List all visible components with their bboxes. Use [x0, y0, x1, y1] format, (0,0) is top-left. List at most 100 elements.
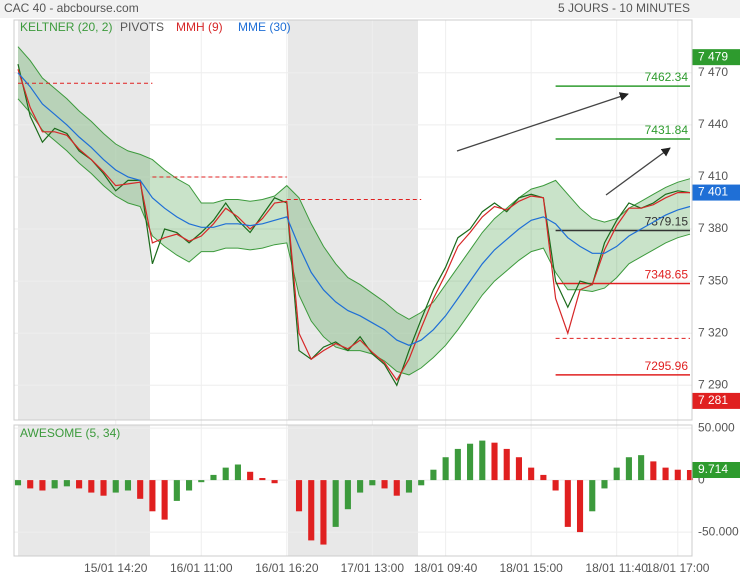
x-tick-label: 16/01 11:00: [170, 561, 233, 575]
last-value-label: 7 281: [698, 393, 728, 407]
ao-bar: [112, 480, 119, 493]
ao-bar: [124, 480, 132, 491]
ao-bar: [88, 480, 95, 493]
ao-bar: [601, 480, 608, 489]
ao-bar: [625, 457, 632, 481]
ao-bar: [576, 480, 584, 533]
ao-bar: [234, 464, 241, 481]
series-line: [17, 69, 690, 382]
ao-bar: [247, 471, 254, 481]
plot: 15/01 14:20 16/01 11:00 16/01 16:20 17/01 1…: [14, 20, 740, 575]
ao-bar: [357, 480, 364, 493]
keltner-band: [18, 46, 690, 375]
osc-title: AWESOME (5, 34): [20, 426, 120, 440]
last-value-label: 7 401: [698, 185, 728, 199]
ao-bar: [467, 443, 474, 481]
ao-bar: [27, 480, 34, 489]
x-tick-label: 18/01 09:40: [414, 561, 478, 575]
ao-bar: [295, 480, 303, 512]
last-value-box: [692, 184, 740, 201]
last-value-label: 9.714: [698, 462, 728, 476]
y-tick-label: -50.000: [698, 524, 739, 538]
ao-bar: [528, 467, 535, 481]
header-bar: [0, 0, 740, 18]
y-tick-label: 7 320: [698, 325, 728, 339]
y-tick-label: 50.000: [698, 420, 735, 434]
ao-bar: [100, 480, 107, 496]
ao-bar: [222, 467, 229, 481]
ao-bar: [149, 480, 156, 512]
legend-entry: MMH (9): [176, 20, 223, 34]
ao-bar: [589, 480, 596, 512]
ao-bar: [161, 480, 168, 520]
ao-bar: [14, 480, 22, 486]
ao-bar: [210, 474, 217, 481]
price-line: [17, 63, 691, 387]
ao-bar: [454, 448, 461, 481]
ao-bar: [503, 448, 510, 481]
ao-bar: [332, 480, 339, 527]
ao-bar: [650, 461, 657, 481]
last-value-box: [692, 462, 740, 479]
legend-entry: PIVOTS: [120, 20, 164, 34]
y-tick-label: 7 410: [698, 169, 728, 183]
ao-bar: [308, 480, 315, 541]
last-value-box: [692, 392, 740, 409]
x-tick-label: 18/01 11:40: [585, 561, 648, 575]
y-tick-label: 7 380: [698, 221, 728, 235]
chart-title: CAC 40 - abcbourse.com: [4, 1, 139, 15]
ao-bar: [173, 480, 180, 501]
ao-bar: [137, 480, 144, 499]
pivot-label: 7462.34: [645, 70, 689, 84]
series-line: [17, 72, 691, 346]
ao-bar: [613, 467, 620, 481]
last-value-label: 7 479: [698, 49, 728, 63]
ao-bar: [76, 480, 83, 489]
pivot-label: 7295.96: [645, 359, 689, 373]
ao-bar: [39, 480, 46, 491]
ao-bar: [369, 480, 376, 486]
ao-bar: [662, 467, 669, 481]
ao-bar: [564, 480, 571, 527]
ao-bar: [686, 470, 694, 481]
y-tick-label: 7 350: [698, 273, 728, 287]
x-tick-label: 17/01 13:00: [341, 561, 405, 575]
ao-bar: [442, 457, 449, 481]
last-value-box: [692, 49, 740, 66]
pivot-label: 7379.15: [645, 215, 689, 229]
pivot-label: 7431.84: [645, 123, 689, 137]
main-frame: [13, 19, 693, 421]
ao-bar: [418, 480, 425, 486]
y-tick-label: 0: [698, 472, 705, 486]
ao-bar: [674, 469, 681, 481]
x-tick-label: 16/01 16:20: [255, 561, 319, 575]
ao-bar: [271, 480, 278, 484]
ao-bar: [540, 474, 547, 481]
ao-bar: [186, 480, 193, 491]
ao-bar: [51, 480, 58, 489]
ao-bar: [198, 480, 205, 483]
pivot-label: 7348.65: [645, 268, 689, 282]
trend-arrow: [456, 92, 629, 152]
keltner-upper: [17, 46, 691, 320]
ao-bar: [344, 480, 351, 510]
ao-bar: [479, 440, 486, 481]
ao-bar: [63, 480, 70, 487]
legend-entry: MME (30): [238, 20, 291, 34]
legend-entry: KELTNER (20, 2): [20, 20, 112, 34]
ao-bar: [552, 480, 559, 491]
ao-bar: [320, 480, 327, 545]
session-shade: [18, 20, 150, 420]
ao-bar: [430, 469, 437, 481]
x-tick-label: 18/01 17:00: [646, 561, 710, 575]
chart-subtitle: 5 JOURS - 10 MINUTES: [558, 1, 690, 15]
ao-bar: [515, 457, 522, 481]
y-tick-label: 7 470: [698, 65, 728, 79]
ao-bar: [259, 478, 266, 481]
x-tick-label: 15/01 14:20: [84, 561, 148, 575]
y-tick-label: 7 440: [698, 117, 728, 131]
osc-frame: [13, 424, 693, 557]
ao-bar: [638, 455, 645, 481]
ao-bar: [393, 480, 400, 496]
